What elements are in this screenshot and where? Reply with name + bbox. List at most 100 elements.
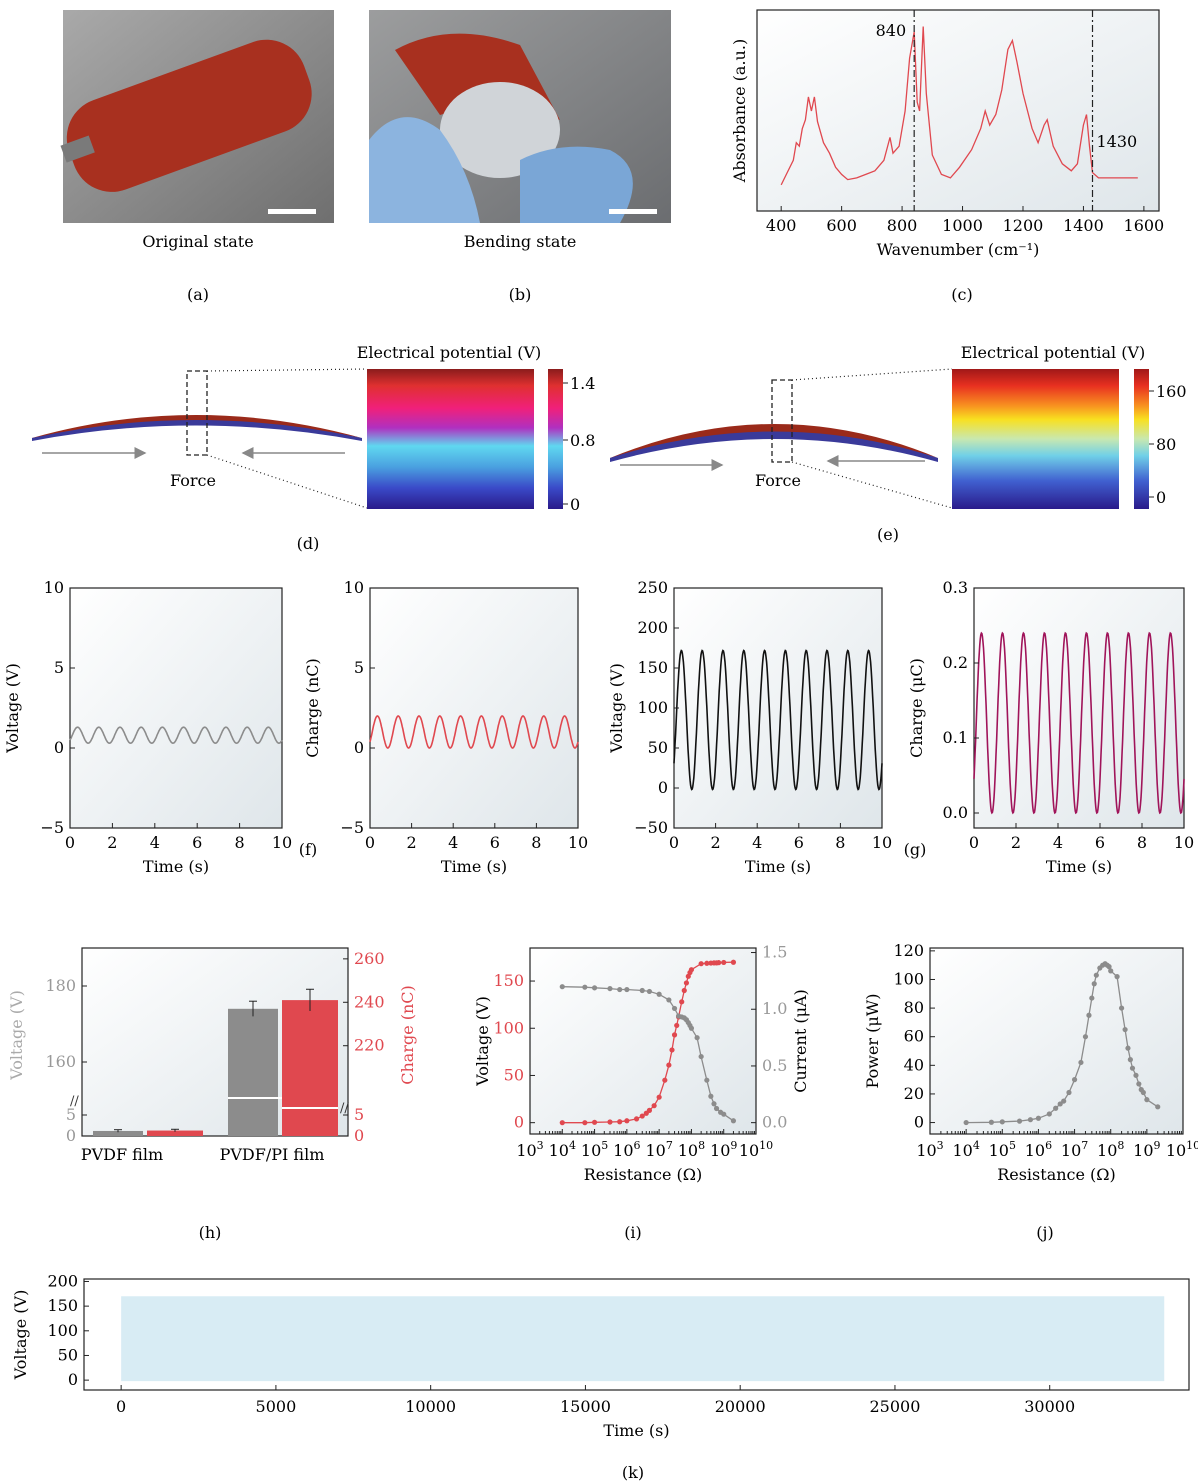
voltage-point: [639, 1113, 645, 1119]
x-tick-label: 104: [952, 1139, 979, 1160]
y-tick-label: 5: [54, 658, 64, 677]
voltage-band: [121, 1296, 1165, 1382]
x-tick-label: 10: [272, 833, 292, 852]
y-tick-label: 80: [904, 998, 924, 1017]
y-axis-label: Voltage (V): [11, 1290, 30, 1381]
x-axis-label: Time (s): [143, 857, 209, 876]
plot-background: [70, 588, 282, 828]
current-point: [646, 988, 653, 995]
x-tick-label: 4: [752, 833, 762, 852]
x-tick-label: 2: [107, 833, 117, 852]
y-tick-label: 160: [45, 1052, 76, 1071]
current-point: [694, 1035, 700, 1041]
y-tick-label-right: 1.0: [762, 999, 787, 1018]
colorbar-tick-e: 160: [1156, 382, 1187, 401]
panel-label-i: (i): [624, 1223, 642, 1242]
x-tick-label: 1600: [1124, 216, 1165, 235]
x-axis-label: Time (s): [603, 1421, 669, 1440]
voltage-point: [591, 1119, 598, 1125]
x-tick-label: 1400: [1063, 216, 1104, 235]
current-point: [591, 985, 598, 991]
x-axis-label: Resistance (Ω): [584, 1165, 703, 1184]
current-point: [713, 1105, 720, 1112]
y-tick-label: 100: [893, 969, 924, 988]
potential-map-e: [952, 369, 1119, 509]
x-tick-label: 4: [1053, 833, 1063, 852]
power-point: [1061, 1098, 1067, 1104]
pvdf-film-flat: [66, 39, 312, 192]
colorbar-tick-e: 80: [1156, 435, 1176, 454]
signal-line: [673, 649, 883, 791]
x-tick-label: 6: [490, 833, 500, 852]
x-tick-label: 8: [235, 833, 245, 852]
plot-frame: [369, 587, 579, 829]
voltage-point: [651, 1103, 657, 1109]
y-tick-label: 120: [893, 941, 924, 960]
voltage-point: [646, 1107, 653, 1113]
voltage-bar: [93, 1130, 143, 1136]
chart-bar-comparison: 0 5 160 180 0 5 220 240 260 // // PVDF film PVDF/PI …: [7, 947, 417, 1164]
x-axis-label: Time (s): [441, 857, 507, 876]
power-point: [1106, 964, 1112, 970]
x-tick-label: 108: [1097, 1139, 1124, 1160]
power-point: [1035, 1115, 1042, 1121]
plot-frame: [529, 947, 757, 1135]
caption-original-state: Original state: [142, 232, 253, 251]
power-point: [1082, 1034, 1089, 1040]
x-tick-label: 15000: [560, 1397, 611, 1416]
charge-bar: [282, 1000, 338, 1136]
current-point: [624, 986, 630, 993]
x-tick-label: 5000: [256, 1397, 297, 1416]
voltage-point: [671, 1032, 678, 1038]
y-tick-label: 0: [354, 738, 364, 757]
power-point: [1144, 1097, 1150, 1103]
chart-power-resistance: 103 104 105 106 107 108 109 1010 0 20 40 60 80 100 120…: [863, 941, 1198, 1184]
plot-background: [930, 948, 1183, 1134]
current-point: [711, 1101, 717, 1107]
panel-label-a: (a): [187, 285, 209, 304]
power-point: [1136, 1081, 1142, 1087]
current-point: [607, 985, 613, 992]
plot-background: [674, 588, 882, 828]
chart-ftir: 840 1430 400 600 800 1000 1200 1400 1600 Wavenumb…: [730, 9, 1165, 259]
panel-label-g: (g): [904, 840, 927, 859]
x-tick-label: 0: [669, 833, 679, 852]
glove-finger: [369, 117, 480, 223]
y-axis-label: Charge (nC): [303, 658, 322, 758]
current-point: [656, 991, 662, 997]
x-tick-label: 0: [116, 1397, 126, 1416]
x-axis-label: Resistance (Ω): [997, 1165, 1116, 1184]
voltage-point: [582, 1120, 588, 1126]
panel-label-j: (j): [1036, 1223, 1053, 1242]
colorbar-d: [548, 369, 563, 509]
y-tick-label-right: 220: [354, 1036, 385, 1055]
voltage-point: [698, 961, 704, 967]
power-point: [1046, 1111, 1052, 1117]
power-point: [1114, 974, 1120, 980]
colorbar-title-d: Electrical potential (V): [357, 343, 542, 362]
x-tick-label: 30000: [1024, 1397, 1075, 1416]
x-tick-label: 105: [581, 1139, 608, 1160]
y-tick-label: 0: [514, 1113, 524, 1132]
voltage-point: [730, 959, 737, 965]
x-tick-label: 1010: [739, 1139, 773, 1160]
x-tick-label: 8: [531, 833, 541, 852]
power-point: [999, 1119, 1005, 1125]
x-tick-label: 10: [568, 833, 588, 852]
charge-bar: [147, 1130, 203, 1136]
y-tick-label: 0: [68, 1370, 78, 1389]
voltage-point: [688, 967, 695, 973]
plot-frame: [69, 587, 283, 829]
voltage-point: [656, 1094, 662, 1100]
current-point: [704, 1077, 710, 1083]
voltage-point: [617, 1119, 623, 1125]
x-tick-label: 10000: [405, 1397, 456, 1416]
plot-frame: [756, 9, 1160, 212]
force-label-d: Force: [170, 471, 216, 490]
x-tick-label: 400: [766, 216, 797, 235]
x-tick-label: 103: [916, 1139, 943, 1160]
power-point: [1155, 1104, 1161, 1110]
y-tick-label: 5: [354, 658, 364, 677]
voltage-point: [633, 1116, 640, 1122]
